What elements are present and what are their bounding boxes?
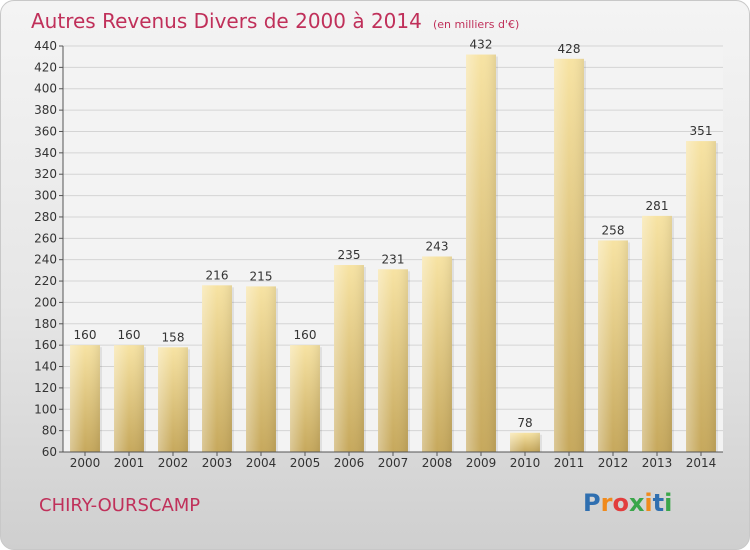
data-label: 216 bbox=[206, 268, 229, 282]
data-label: 243 bbox=[426, 239, 449, 253]
data-label: 428 bbox=[558, 42, 581, 56]
x-tick-label: 2014 bbox=[686, 456, 717, 470]
title-units: (en milliers d'€) bbox=[432, 18, 520, 31]
y-tick-label: 240 bbox=[34, 253, 57, 267]
y-tick-label: 220 bbox=[34, 274, 57, 288]
y-tick-label: 260 bbox=[34, 231, 57, 245]
chart-title: Autres Revenus Divers de 2000 à 2014 (en… bbox=[31, 9, 519, 33]
x-tick-label: 2011 bbox=[554, 456, 585, 470]
x-tick-label: 2008 bbox=[422, 456, 453, 470]
x-axis: 2000 2001 2002 2003 2004 2005 2006 2007 2008 2009… bbox=[63, 451, 723, 470]
bar-shade bbox=[290, 345, 320, 452]
bar-shade bbox=[114, 345, 144, 452]
bar-shade bbox=[598, 240, 628, 452]
logo-letter: r bbox=[600, 489, 613, 517]
data-label: 231 bbox=[382, 252, 405, 266]
data-label: 258 bbox=[602, 223, 625, 237]
bar-shade bbox=[466, 54, 496, 453]
x-tick-label: 2006 bbox=[334, 456, 365, 470]
data-label: 432 bbox=[470, 38, 493, 52]
y-tick-label: 60 bbox=[42, 445, 57, 459]
logo-letter: t bbox=[652, 489, 665, 517]
data-label: 78 bbox=[517, 416, 532, 430]
bar-shade bbox=[378, 269, 408, 452]
y-tick-label: 320 bbox=[34, 167, 57, 181]
bar-shade bbox=[334, 265, 364, 452]
data-label: 158 bbox=[162, 330, 185, 344]
y-tick-label: 180 bbox=[34, 317, 57, 331]
commune-name: CHIRY-OURSCAMP bbox=[39, 495, 201, 516]
x-tick-label: 2013 bbox=[642, 456, 673, 470]
logo-letter: o bbox=[612, 489, 629, 517]
y-tick-label: 120 bbox=[34, 381, 57, 395]
y-tick-label: 340 bbox=[34, 146, 57, 160]
y-tick-label: 440 bbox=[34, 39, 57, 53]
y-tick-label: 140 bbox=[34, 360, 57, 374]
y-tick-label: 80 bbox=[42, 424, 57, 438]
y-tick-label: 200 bbox=[34, 295, 57, 309]
bar-shade bbox=[510, 432, 540, 452]
y-tick-label: 300 bbox=[34, 189, 57, 203]
bar-shade bbox=[246, 286, 276, 452]
data-label: 160 bbox=[294, 328, 317, 342]
y-tick-label: 160 bbox=[34, 338, 57, 352]
x-tick-label: 2012 bbox=[598, 456, 629, 470]
bar-shade bbox=[686, 141, 716, 452]
bar-shade bbox=[422, 256, 452, 452]
bar-shade bbox=[554, 58, 584, 453]
y-axis: 60 80 100 120 140 160 180 200 220 240 260 280 300 320… bbox=[34, 39, 64, 459]
bar-shade bbox=[202, 285, 232, 452]
y-tick-label: 400 bbox=[34, 82, 57, 96]
logo-letter: i bbox=[644, 489, 653, 517]
x-tick-label: 2007 bbox=[378, 456, 409, 470]
x-tick-label: 2002 bbox=[158, 456, 189, 470]
y-tick-label: 360 bbox=[34, 124, 57, 138]
y-tick-label: 420 bbox=[34, 60, 57, 74]
data-label: 160 bbox=[118, 328, 141, 342]
x-tick-label: 2004 bbox=[246, 456, 277, 470]
x-tick-label: 2001 bbox=[114, 456, 145, 470]
bars: 160 160 158 216 215 160 235 231 243 432 78 428 258 28… bbox=[70, 38, 718, 453]
logo-letter: x bbox=[628, 489, 645, 517]
data-label: 160 bbox=[74, 328, 97, 342]
x-tick-label: 2010 bbox=[510, 456, 541, 470]
data-label: 281 bbox=[646, 199, 669, 213]
x-tick-label: 2000 bbox=[70, 456, 101, 470]
logo-letter: i bbox=[664, 489, 673, 517]
data-label: 215 bbox=[250, 269, 273, 283]
x-tick-label: 2003 bbox=[202, 456, 233, 470]
title-main: Autres Revenus Divers de 2000 à 2014 bbox=[31, 9, 422, 33]
x-tick-label: 2005 bbox=[290, 456, 321, 470]
bar-shade bbox=[642, 215, 672, 452]
y-tick-label: 280 bbox=[34, 210, 57, 224]
data-label: 235 bbox=[338, 248, 361, 262]
proxiti-logo: Proxiti bbox=[583, 489, 672, 517]
data-label: 351 bbox=[690, 124, 713, 138]
bar-shade bbox=[70, 345, 100, 452]
logo-letter: P bbox=[583, 489, 601, 517]
bar-shade bbox=[158, 347, 188, 452]
x-tick-label: 2009 bbox=[466, 456, 497, 470]
y-tick-label: 380 bbox=[34, 103, 57, 117]
y-tick-label: 100 bbox=[34, 402, 57, 416]
